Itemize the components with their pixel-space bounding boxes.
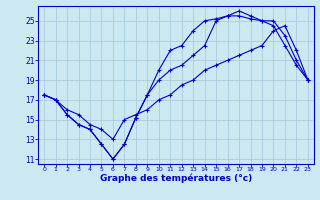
X-axis label: Graphe des températures (°c): Graphe des températures (°c) <box>100 174 252 183</box>
